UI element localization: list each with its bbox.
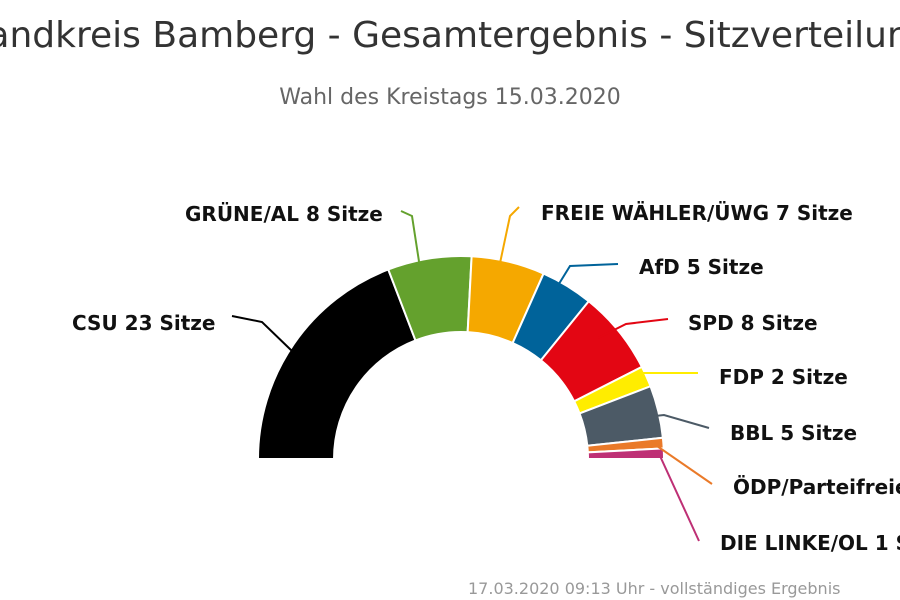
leader-line	[400, 210, 421, 269]
leader-line	[231, 315, 293, 352]
slice-label: ÖDP/Parteifreie 1 Sitz	[733, 475, 900, 499]
leader-line	[639, 453, 700, 542]
slice-label: AfD 5 Sitze	[639, 255, 764, 279]
leader-line	[635, 413, 710, 429]
slice-label: FREIE WÄHLER/ÜWG 7 Sitze	[541, 201, 853, 225]
slices-group	[256, 255, 666, 460]
slice-label: FDP 2 Sitze	[719, 365, 848, 389]
leader-line	[622, 372, 698, 383]
leader-line	[597, 318, 669, 339]
leader-line	[495, 206, 520, 283]
slice-label: DIE LINKE/OL 1 Sitz	[720, 531, 900, 555]
slice-csu[interactable]	[256, 268, 417, 460]
leader-line	[548, 263, 619, 301]
chart-subtitle: Wahl des Kreistags 15.03.2020	[279, 85, 620, 110]
leader-lines-group	[231, 206, 713, 542]
slice-label: BBL 5 Sitze	[730, 421, 857, 445]
slice-labels-group: CSU 23 Sitze GRÜNE/AL 8 Sitze FREIE WÄHLER…	[72, 201, 900, 555]
slice-label: SPD 8 Sitze	[688, 311, 818, 335]
chart-title: Landkreis Bamberg - Gesamtergebnis - Sit…	[0, 15, 900, 56]
leader-line	[639, 443, 713, 485]
slice-label: GRÜNE/AL 8 Sitze	[185, 202, 383, 226]
slice-label: CSU 23 Sitze	[72, 311, 215, 335]
chart-footer: 17.03.2020 09:13 Uhr - vollständiges Erg…	[468, 579, 840, 598]
